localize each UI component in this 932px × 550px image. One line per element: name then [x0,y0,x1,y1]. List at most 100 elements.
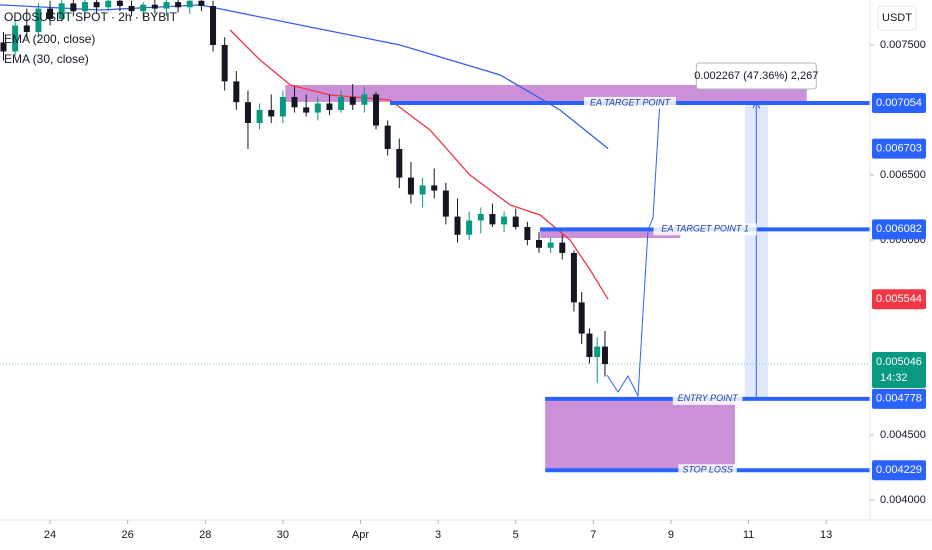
candle-body [175,2,182,8]
x-tick-label: 11 [743,529,754,541]
zone [540,228,681,239]
level-badge [872,460,926,481]
ema-badge-label: 0.005544 [876,293,922,305]
x-tick-label: 13 [820,529,832,541]
candle-body [578,302,585,334]
candle-body [396,148,403,178]
candle-body [70,3,77,12]
level-badge-label: 0.004229 [876,464,922,476]
measure-label: 0.002267 (47.36%) 2,267 [694,70,818,82]
y-tick-label: 0.004000 [880,494,926,506]
candle-body [58,3,65,19]
projection-path [606,100,660,398]
level-label-bg [678,464,737,477]
candle-body [373,94,380,126]
candle-body [268,109,275,117]
candle-body [0,42,7,52]
legend: ODOSUSDT SPOT · 2h · BYBIT EMA (200, clo… [4,10,178,66]
level-label: EA TARGET POINT [590,97,672,107]
level-badge [872,92,926,113]
candle-body [128,5,135,12]
level-label: ENTRY POINT [678,393,740,403]
candle-body [535,239,542,248]
level-label-bg [653,223,757,236]
candle-body [326,103,333,110]
level-badge-label: 0.007054 [876,97,922,109]
legend-entry: EMA (30, close) [4,52,89,66]
level-label: EA TARGET POINT 1 [661,224,749,234]
ema-badge [872,289,926,310]
candle-body [256,109,263,123]
candle-body [163,2,170,9]
candle-body [547,242,554,248]
candle-body [419,185,426,195]
x-tick-label: Apr [352,529,369,541]
candle-body [466,220,473,235]
currency-label: USDT [882,12,912,24]
ema-badge [872,138,926,159]
candle-body [303,107,310,113]
x-tick-label: 30 [277,529,289,541]
zone [285,85,807,102]
measure-label-box [695,62,817,90]
candle-body [291,96,298,108]
level-badge-label: 0.006082 [876,223,922,235]
x-tick-label: 28 [199,529,211,541]
candle-body [501,216,508,225]
x-tick-label: 7 [590,529,596,541]
candle-body [186,0,193,8]
symbol-title: ODOSUSDT SPOT · 2h · BYBIT [4,10,178,24]
x-tick-label: 3 [435,529,441,541]
candle-body [512,216,519,227]
candle-body [442,190,449,217]
level-label: STOP LOSS [682,465,733,475]
y-tick-label: 0.007500 [880,39,926,51]
last-price-badge [872,352,926,388]
candle-body [12,25,19,52]
candle-body [314,103,321,113]
candle-body [338,96,345,110]
y-tick-label: 0.004500 [880,429,926,441]
candle-body [47,8,54,19]
candle-body [210,5,217,45]
level-label-bg [672,392,743,405]
candle-body [594,346,601,357]
candle-body [116,0,123,6]
candle-body [140,4,147,12]
x-tick-label: 9 [668,529,674,541]
candle-body [559,242,566,253]
candle-body [81,2,88,12]
legend-entry: EMA (200, close) [4,32,95,46]
zone [545,397,735,471]
currency-box[interactable] [877,5,917,31]
level-badge [872,219,926,240]
candle-body [105,0,112,8]
candle-body [198,0,205,6]
candle-body [384,125,391,149]
candle-body [23,25,30,32]
candle-body [601,346,608,364]
x-tick-label: 5 [513,529,519,541]
ema-badge-label: 0.006703 [876,142,922,154]
candle-body [221,44,228,82]
axes: 0.0075000.0065000.0060000.0045000.004000… [44,39,926,541]
candle-body [431,185,438,191]
candle-body [279,96,286,117]
candle-body [35,8,42,32]
y-tick-label: 0.006500 [880,169,926,181]
plot-area: EA TARGET POINT EA TARGET POINT 1 ENTRY PO… [0,0,870,477]
x-tick-label: 24 [44,529,56,541]
ema-line [229,29,609,300]
last-price-label: 0.005046 [876,356,922,368]
candle-body [244,102,251,123]
x-tick-label: 26 [122,529,134,541]
candle-body [524,226,531,240]
candle-body [454,216,461,235]
candle-body [407,177,414,195]
candle-body [570,252,577,303]
level-badge [872,388,926,409]
candle-body [361,94,368,105]
candle-body [477,213,484,221]
candle-body [349,96,356,105]
